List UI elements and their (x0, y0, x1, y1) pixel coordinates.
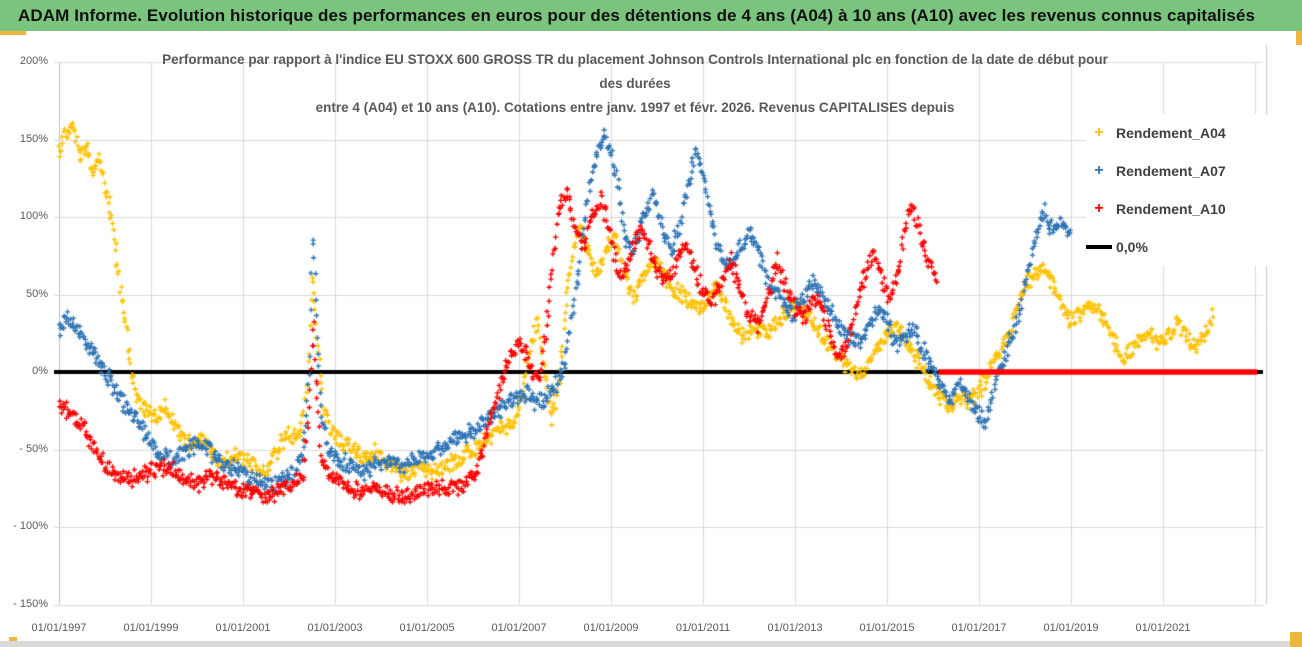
x-tick-label: 01/01/2011 (675, 621, 731, 634)
x-tick-label: 01/01/2003 (307, 621, 363, 634)
plot-area-canvas (0, 31, 1302, 647)
selection-handle-bottom-right (1290, 632, 1302, 647)
x-tick-label: 01/01/2009 (583, 621, 639, 634)
legend-plus-marker-icon: + (1094, 124, 1104, 141)
chart-title: Performance par rapport à l'indice EU ST… (90, 48, 1180, 120)
legend-item-label: Rendement_A10 (1116, 201, 1226, 217)
legend-item-label: 0,0% (1116, 239, 1148, 255)
banner-title: ADAM Informe. Evolution historique des p… (0, 0, 1302, 31)
chart-title-line-1: Performance par rapport à l'indice EU ST… (162, 52, 1108, 67)
legend-item-label: Rendement_A07 (1116, 163, 1226, 179)
legend-plus-marker-icon: + (1094, 162, 1104, 179)
x-tick-label: 01/01/2019 (1043, 621, 1099, 634)
y-tick-label: 150% (19, 132, 48, 145)
y-tick-label: 100% (19, 210, 48, 222)
y-tick-label: 200% (19, 55, 48, 67)
y-tick-label: 50% (25, 287, 48, 300)
legend-item-rendement-a07[interactable]: + Rendement_A07 (1086, 152, 1270, 190)
y-tick-label: 0% (32, 365, 48, 377)
x-tick-label: 01/01/2013 (767, 621, 823, 634)
legend-item-label: Rendement_A04 (1116, 125, 1226, 141)
selection-handle-top-left (0, 31, 26, 35)
selection-handle-top-right (1296, 31, 1302, 45)
x-tick-label: 01/01/2007 (491, 621, 547, 634)
y-tick-label: - 150% (13, 597, 48, 610)
x-tick-label: 01/01/2021 (1135, 621, 1191, 634)
x-tick-label: 01/01/2005 (399, 621, 455, 634)
y-tick-label: - 100% (13, 520, 48, 532)
x-tick-label: 01/01/2015 (859, 621, 915, 634)
legend-line-swatch-icon (1086, 245, 1112, 249)
y-tick-label: - 50% (19, 442, 48, 455)
legend-item-rendement-a04[interactable]: + Rendement_A04 (1086, 114, 1270, 152)
chart-frame[interactable]: Performance par rapport à l'indice EU ST… (0, 31, 1302, 647)
chart-legend[interactable]: + Rendement_A04 + Rendement_A07 + Rendement_A… (1086, 114, 1270, 266)
legend-plus-marker-icon: + (1094, 200, 1104, 217)
window-bottom-strip (0, 641, 1302, 647)
chart-title-line-2: des durées (599, 76, 671, 91)
x-tick-label: 01/01/2017 (951, 621, 1007, 634)
legend-item-rendement-a10[interactable]: + Rendement_A10 (1086, 190, 1270, 228)
legend-item-0-0-[interactable]: 0,0% (1086, 228, 1270, 266)
x-tick-label: 01/01/1997 (31, 621, 87, 634)
x-tick-label: 01/01/2001 (215, 621, 271, 634)
chart-title-line-3: entre 4 (A04) et 10 ans (A10). Cotations… (315, 100, 955, 115)
x-tick-label: 01/01/1999 (123, 621, 179, 634)
